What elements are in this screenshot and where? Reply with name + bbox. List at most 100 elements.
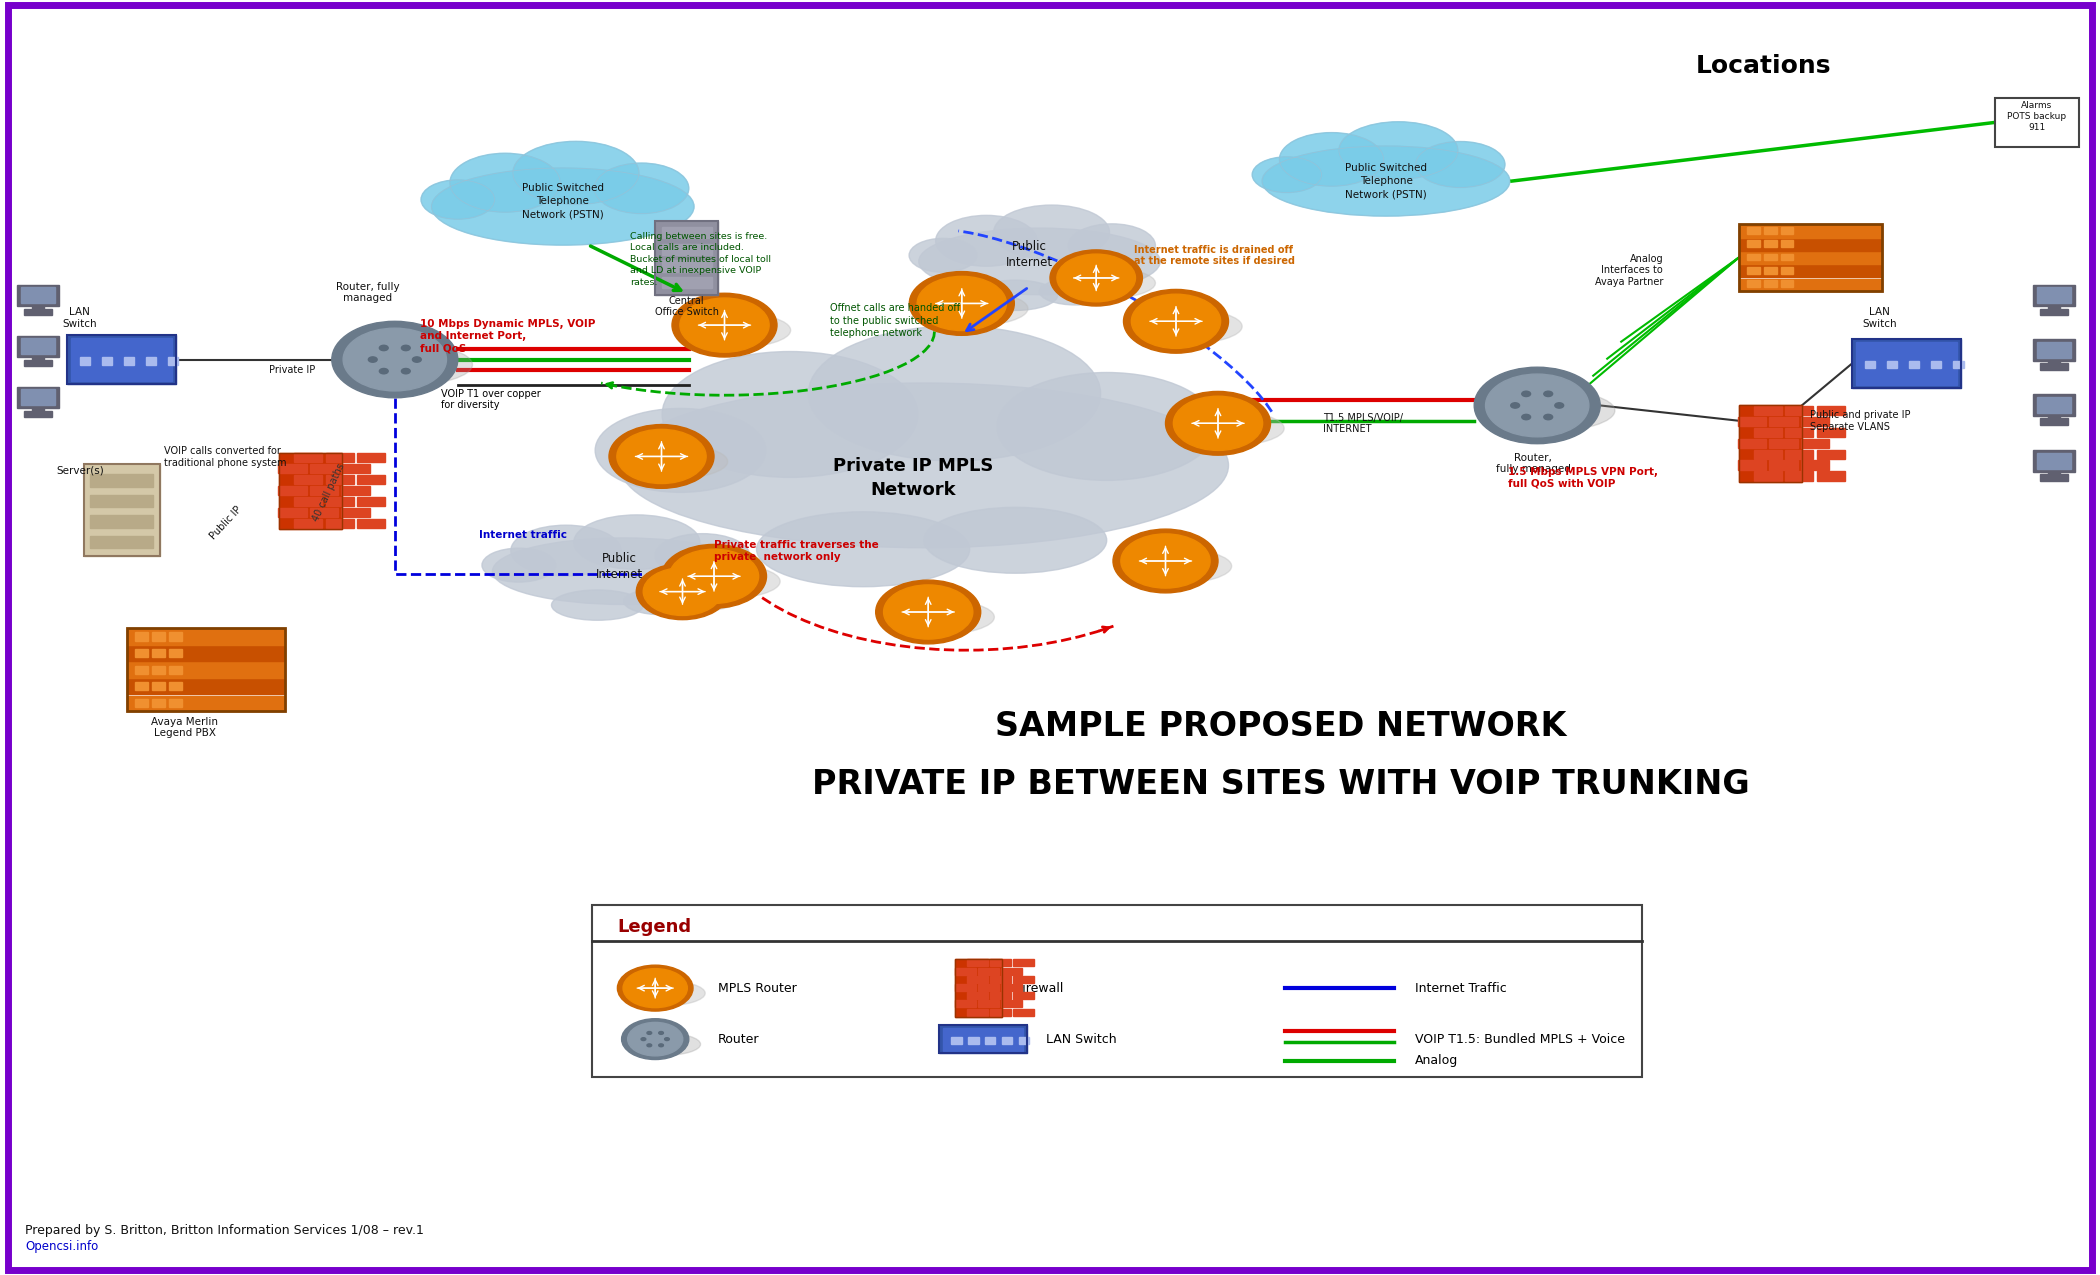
Circle shape <box>401 368 410 374</box>
Bar <box>1852 339 1961 388</box>
Bar <box>1816 450 1844 459</box>
Ellipse shape <box>449 153 561 212</box>
Ellipse shape <box>552 590 643 620</box>
Text: Server(s): Server(s) <box>57 465 103 476</box>
Bar <box>1754 472 1781 481</box>
Bar <box>134 649 149 658</box>
Ellipse shape <box>808 326 1100 460</box>
Circle shape <box>617 430 706 483</box>
Circle shape <box>876 580 981 644</box>
Bar <box>951 1037 962 1044</box>
Bar <box>21 338 55 354</box>
Circle shape <box>647 1031 651 1034</box>
Text: LAN
Switch: LAN Switch <box>63 307 97 329</box>
Bar <box>17 335 59 357</box>
Bar <box>1012 992 1033 1000</box>
Bar <box>662 244 712 255</box>
Circle shape <box>909 272 1014 335</box>
Text: Prepared by S. Britton, Britton Information Services 1/08 – rev.1: Prepared by S. Britton, Britton Informat… <box>25 1224 424 1237</box>
Circle shape <box>884 585 972 639</box>
Bar <box>592 905 1642 1077</box>
Ellipse shape <box>624 588 701 615</box>
Circle shape <box>1056 254 1136 302</box>
Circle shape <box>1050 250 1142 306</box>
Circle shape <box>617 965 693 1011</box>
Circle shape <box>672 293 777 357</box>
Ellipse shape <box>993 205 1109 260</box>
Text: VOIP T1 over copper
for diversity: VOIP T1 over copper for diversity <box>441 389 542 411</box>
Text: Legend: Legend <box>617 918 691 936</box>
Circle shape <box>1510 403 1520 408</box>
Bar <box>23 360 52 366</box>
Text: Internet traffic: Internet traffic <box>479 530 567 541</box>
Bar <box>71 338 172 381</box>
Ellipse shape <box>613 444 727 479</box>
Bar <box>128 696 286 711</box>
Bar <box>90 536 153 548</box>
Ellipse shape <box>676 312 790 348</box>
Bar <box>966 992 987 1000</box>
Bar <box>279 453 342 529</box>
Bar <box>662 227 712 238</box>
Text: Central
Office Switch: Central Office Switch <box>655 296 718 317</box>
Bar <box>968 1037 979 1044</box>
Circle shape <box>412 357 422 362</box>
Bar <box>168 682 183 691</box>
Bar <box>1764 266 1777 274</box>
Bar <box>84 464 160 556</box>
Bar <box>2048 412 2060 418</box>
Bar <box>128 630 286 645</box>
Bar <box>979 1001 1000 1007</box>
Circle shape <box>670 550 758 603</box>
Bar <box>340 507 370 516</box>
Ellipse shape <box>422 180 496 219</box>
Bar <box>279 453 342 529</box>
Bar <box>340 464 370 473</box>
Bar <box>1739 460 1766 469</box>
Bar <box>90 515 153 528</box>
Text: Analog
Interfaces to
Avaya Partner: Analog Interfaces to Avaya Partner <box>1594 254 1663 287</box>
Bar <box>168 632 183 640</box>
Bar <box>1886 361 1898 368</box>
Bar <box>979 968 1000 974</box>
Bar <box>32 353 44 360</box>
Bar <box>939 1025 1027 1053</box>
Bar <box>326 497 355 506</box>
Bar <box>2048 468 2060 474</box>
Text: Public
Internet: Public Internet <box>596 552 643 580</box>
Bar <box>153 649 166 658</box>
Text: Calling between sites is free.
Local calls are included.
Bucket of minutes of lo: Calling between sites is free. Local cal… <box>630 232 771 287</box>
Bar <box>340 486 370 495</box>
Bar <box>32 404 44 411</box>
Bar <box>1747 254 1760 260</box>
Ellipse shape <box>756 511 970 586</box>
Bar <box>168 666 183 673</box>
Bar <box>2048 357 2060 363</box>
Bar <box>1739 265 1882 278</box>
Bar <box>153 666 166 673</box>
Text: Offnet calls are handed off
to the public switched
telephone network: Offnet calls are handed off to the publi… <box>830 303 960 338</box>
Bar <box>1932 361 1940 368</box>
Circle shape <box>643 567 722 616</box>
Ellipse shape <box>1040 278 1111 305</box>
Bar <box>1781 280 1793 287</box>
Bar <box>294 497 323 506</box>
Text: Router: Router <box>718 1033 760 1045</box>
Bar <box>956 959 1002 1017</box>
Circle shape <box>640 1038 647 1040</box>
Bar <box>662 277 712 288</box>
Bar <box>1909 361 1919 368</box>
Bar <box>1747 266 1760 274</box>
Bar <box>2037 397 2071 413</box>
Ellipse shape <box>620 382 1228 548</box>
Bar <box>1768 417 1798 426</box>
Text: Opencsi.info: Opencsi.info <box>25 1241 99 1253</box>
Bar <box>128 627 286 711</box>
Bar <box>153 682 166 691</box>
Bar <box>1747 227 1760 233</box>
Bar <box>966 1009 987 1015</box>
Bar <box>1781 227 1793 233</box>
Bar <box>23 411 52 417</box>
Bar <box>1816 427 1844 437</box>
Bar <box>655 221 718 295</box>
